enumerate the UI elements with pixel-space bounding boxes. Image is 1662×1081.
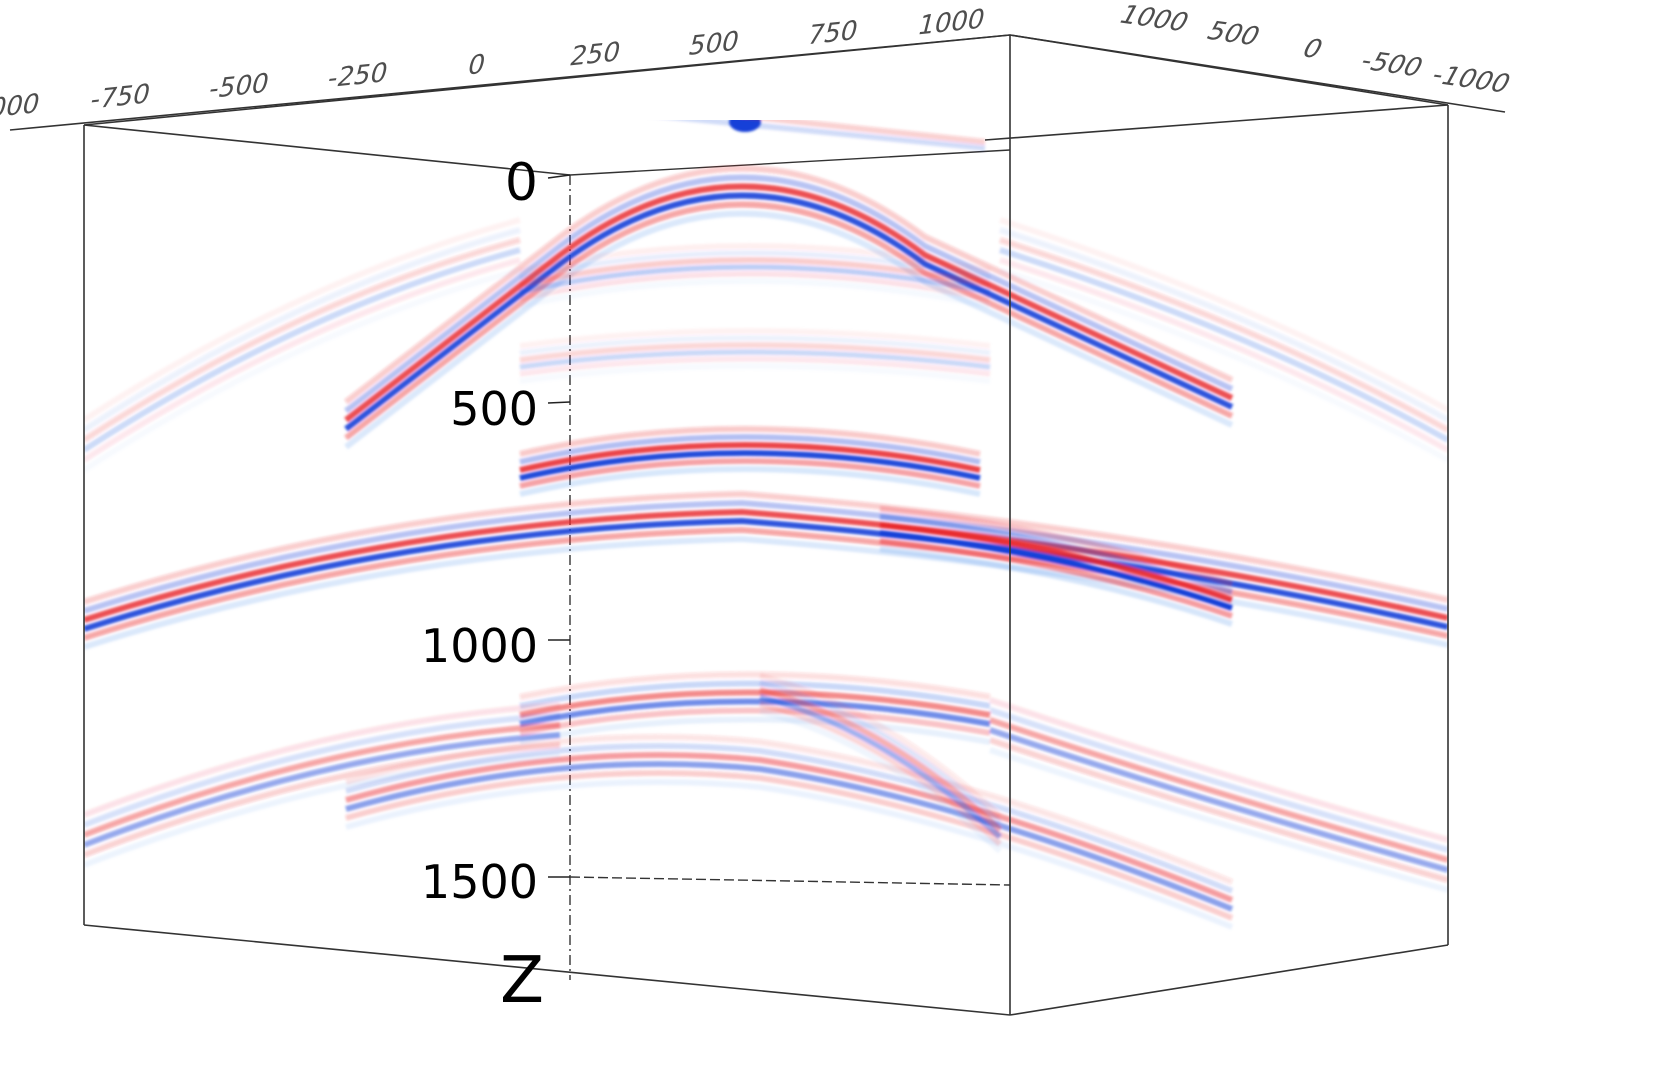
right-axis-label-0: 1000 (1114, 0, 1194, 37)
top-axis-label-7: 750 (804, 15, 861, 51)
z-tick-label-1500: 1500 (421, 855, 538, 909)
top-axis-label-0: -1000 (0, 88, 43, 127)
right-axis-label-1: 500 (1201, 16, 1265, 51)
z-tick-500 (548, 402, 570, 403)
top-axis-label-6: 500 (685, 26, 742, 62)
top-axis-label-1: -750 (87, 79, 153, 116)
faint-right-1-band-5 (1000, 270, 1448, 460)
top-axis-label-4: 0 (464, 49, 488, 82)
reflector-2-right-band-2 (990, 720, 1448, 860)
reflector-2-right-band-4 (990, 740, 1448, 880)
z-tick-0 (548, 175, 570, 178)
surface-band-red (520, 92, 985, 142)
back-bottom-edge (570, 877, 1010, 885)
seismic-wavefield (84, 92, 1448, 927)
top-axis-labels: -1000 -750 -500 -250 0 250 500 750 1000 (0, 4, 988, 128)
top-axis-label-3: -250 (325, 57, 391, 94)
top-inner-right-edge (985, 105, 1448, 140)
top-inner-left-edge (84, 125, 570, 175)
right-axis-label-2: 0 (1297, 34, 1328, 65)
top-axis-label-2: -500 (206, 68, 272, 105)
z-tick-label-500: 500 (450, 382, 538, 436)
top-axis-label-5: 250 (567, 36, 624, 72)
reflector-2-right-band-3 (990, 730, 1448, 870)
right-axis-label-4: -1000 (1426, 60, 1516, 99)
right-axis-label-3: -500 (1355, 46, 1428, 82)
top-axis-label-8: 1000 (915, 4, 988, 42)
bottom-right-edge (1010, 945, 1448, 1015)
top-axis-line (10, 35, 1010, 130)
z-tick-label-1000: 1000 (421, 619, 538, 673)
source-hotspot-red (731, 108, 759, 118)
bottom-left-edge (84, 925, 1010, 1015)
surface-band-blue (520, 102, 985, 148)
right-axis-line (1010, 35, 1505, 112)
z-tick-label-0: 0 (505, 153, 538, 213)
z-axis-title: Z (500, 944, 544, 1018)
